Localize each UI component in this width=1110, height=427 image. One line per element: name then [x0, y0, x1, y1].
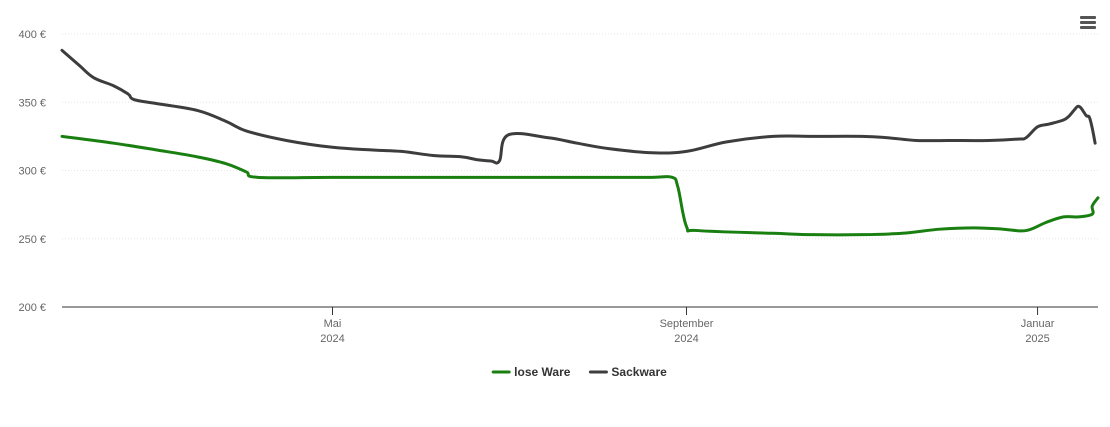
x-tick-label-year: 2024 [674, 333, 698, 345]
y-tick-label: 200 € [18, 302, 46, 314]
series-lines [60, 48, 1100, 237]
legend-item-sackware[interactable]: Sackware [588, 365, 667, 379]
x-tick-label-year: 2025 [1025, 333, 1049, 345]
legend-label: Sackware [611, 365, 667, 379]
y-tick-label: 400 € [18, 29, 46, 41]
x-tick-label-month: Mai [324, 318, 342, 330]
series-line-sackware[interactable] [60, 48, 1097, 165]
hamburger-menu-icon-bar [1080, 26, 1096, 29]
legend-label: lose Ware [514, 365, 571, 379]
hamburger-menu-icon [1080, 16, 1096, 19]
axes: 200 € 250 € 300 € 350 € 400 € Mai 2024 Septembe… [18, 29, 1098, 345]
x-tick-label-month: September [660, 318, 714, 330]
gridlines [62, 33, 1098, 240]
hamburger-menu-icon-bar [1080, 21, 1096, 24]
y-tick-label: 250 € [18, 234, 46, 246]
chart-menu-button[interactable] [1074, 10, 1102, 34]
y-tick-label: 300 € [18, 166, 46, 178]
y-tick-label: 350 € [18, 97, 46, 109]
legend-item-lose-ware[interactable]: lose Ware [491, 365, 571, 379]
x-tick-label-month: Januar [1021, 318, 1055, 330]
legend[interactable]: lose Ware Sackware [491, 365, 667, 379]
x-tick-label-year: 2024 [320, 333, 344, 345]
series-line-lose-ware[interactable] [60, 134, 1100, 237]
